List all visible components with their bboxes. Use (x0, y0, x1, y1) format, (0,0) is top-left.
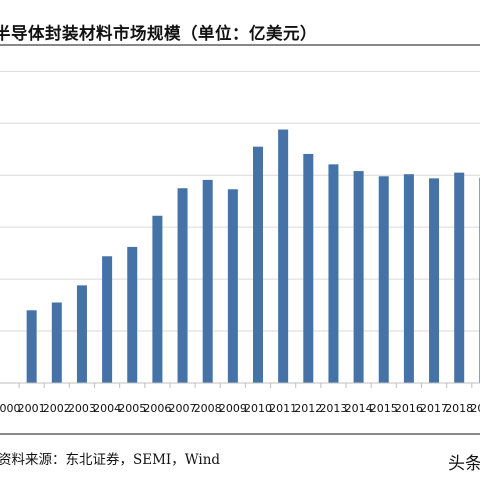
x-tick-label-2005: 2005 (118, 402, 146, 415)
bar-2015 (378, 176, 389, 383)
source-note: 资料来源：东北证券，SEMI，Wind (0, 452, 221, 468)
x-tick-label-2004: 2004 (93, 402, 121, 415)
bar-2014 (353, 171, 364, 383)
x-tick-label-2012: 2012 (294, 402, 322, 415)
x-tick-label-2008: 2008 (194, 402, 222, 415)
x-tick-label-2015: 2015 (370, 402, 398, 415)
bar-2008 (202, 179, 213, 383)
bar-2017 (429, 178, 440, 383)
watermark: 头条 (448, 454, 480, 474)
x-axis-labels: 2000200120022003200420052006200720082009… (0, 402, 480, 415)
bar-series (26, 129, 480, 383)
bar-2010 (253, 146, 263, 383)
x-tick-label-2017: 2017 (420, 402, 448, 415)
x-tick-label-2000: 2000 (0, 402, 21, 415)
x-tick-label-2009: 2009 (219, 402, 247, 415)
bar-2009 (227, 189, 238, 383)
x-tick-label-2010: 2010 (244, 402, 272, 415)
bar-2013 (328, 164, 339, 383)
bar-2004 (102, 256, 113, 383)
x-tick-label-2013: 2013 (319, 402, 347, 415)
gridlines (0, 70, 480, 332)
bar-2005 (127, 246, 138, 383)
x-tick-label-2002: 2002 (43, 402, 71, 415)
bar-2006 (152, 215, 163, 383)
bar-2012 (303, 153, 314, 383)
x-axis-ticks (18, 383, 473, 388)
bar-2001 (26, 310, 37, 383)
bar-2016 (403, 174, 414, 383)
x-tick-label-2011: 2011 (269, 402, 297, 415)
x-tick-label-2001: 2001 (18, 402, 46, 415)
x-tick-label-2016: 2016 (395, 402, 423, 415)
x-tick-label-2019: 2019 (470, 402, 480, 415)
x-tick-label-2006: 2006 (143, 402, 171, 415)
x-tick-label-2014: 2014 (345, 402, 373, 415)
bar-2007 (177, 188, 188, 383)
x-tick-label-2003: 2003 (68, 402, 96, 415)
bar-2018 (454, 172, 465, 383)
x-tick-label-2007: 2007 (169, 402, 197, 415)
chart-title: 半导体封装材料市场规模（单位：亿美元） (0, 24, 317, 43)
bar-2002 (51, 302, 62, 383)
bar-2011 (278, 129, 289, 383)
x-tick-label-2018: 2018 (445, 402, 473, 415)
bar-2003 (76, 285, 87, 383)
